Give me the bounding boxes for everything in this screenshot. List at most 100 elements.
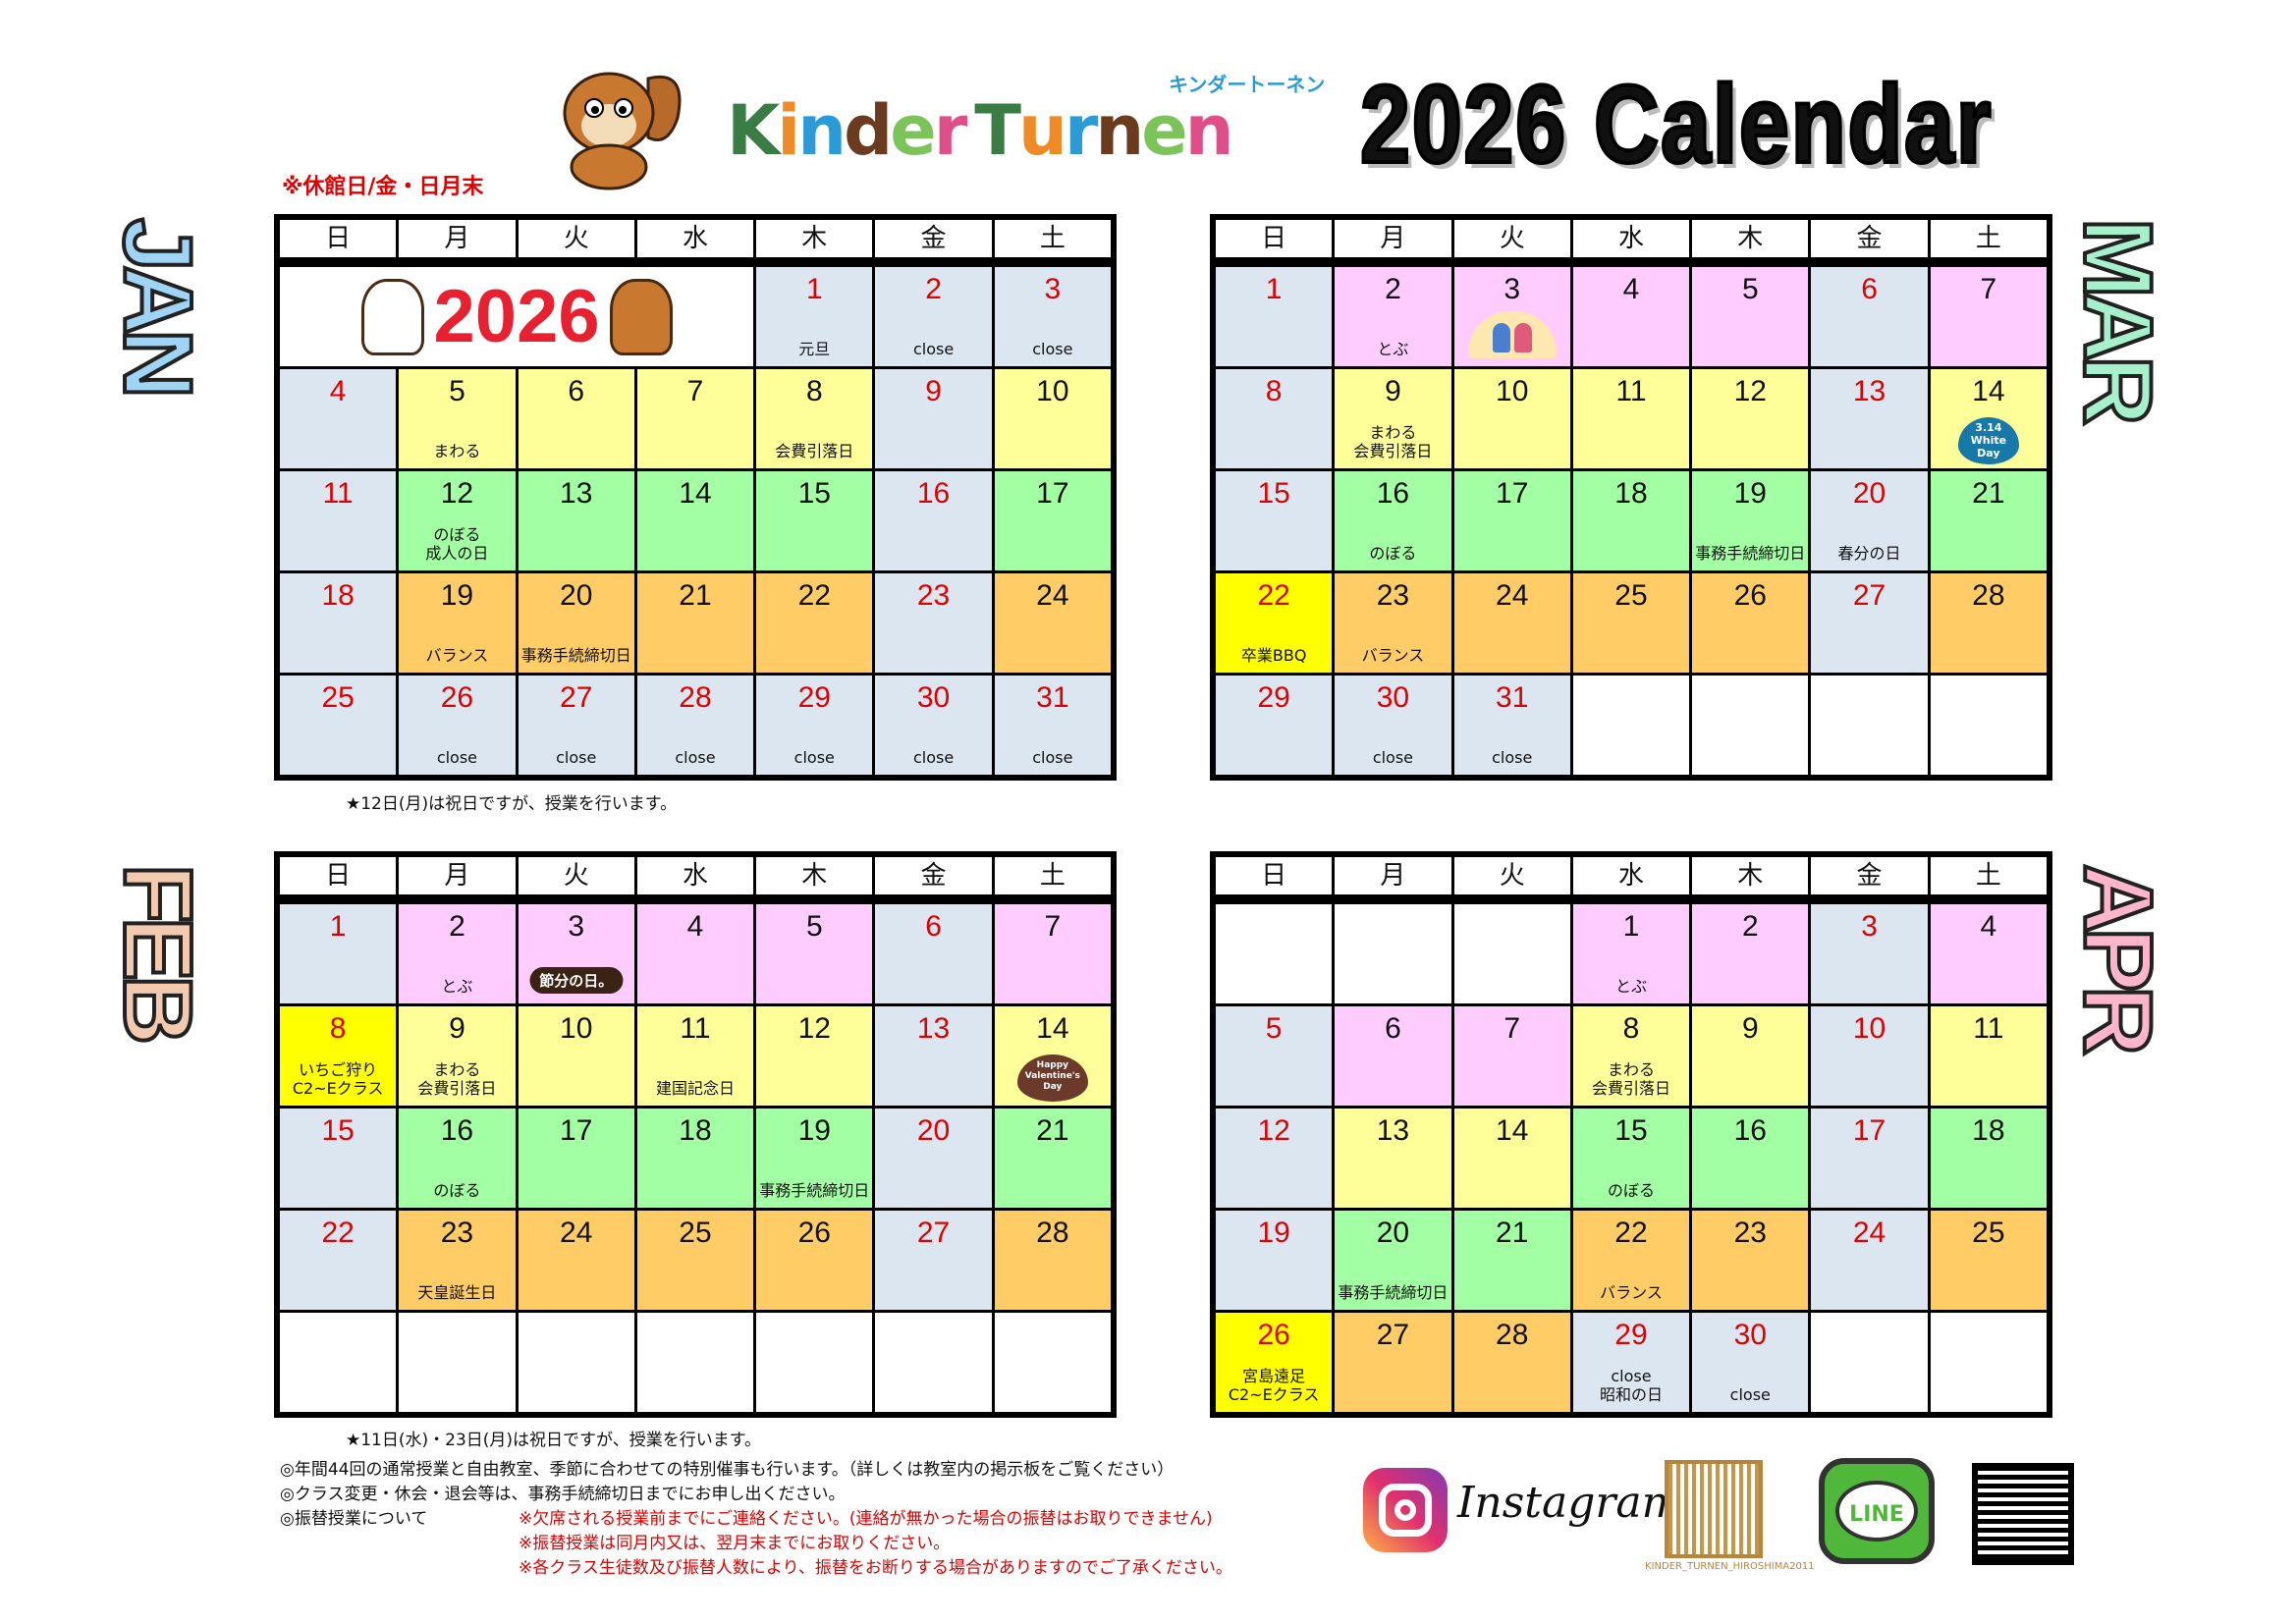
val-badge: Happy Valentine's Day (1016, 1055, 1088, 1102)
day-number: 10 (1036, 375, 1069, 407)
day-number: 9 (925, 375, 942, 407)
day-cell: 2 とぶ (1335, 267, 1451, 366)
day-note: 事務手続締切日 (520, 646, 631, 665)
day-note: とぶ (1614, 977, 1647, 996)
day-number: 4 (329, 375, 347, 407)
empty-cell (1930, 1313, 2047, 1412)
day-number: 6 (1385, 1012, 1401, 1045)
day-cell: 23 (1692, 1211, 1809, 1310)
notes: ◎年間44回の通常授業と自由教室、季節に合わせての特別催事も行います。（詳しくは… (280, 1458, 1232, 1581)
day-number: 26 (1257, 1319, 1290, 1351)
day-cell: 20 (875, 1109, 992, 1208)
day-cell: 11 (280, 471, 397, 570)
day-notes: close (995, 340, 1111, 358)
weekday-label: 金 (875, 220, 992, 257)
day-cell: 12 (1216, 1109, 1333, 1208)
day-number: 6 (1861, 273, 1878, 305)
weekday-label: 月 (1335, 857, 1451, 894)
day-notes: まわる (399, 442, 515, 460)
day-cell: 14 3.14 White Day (1930, 369, 2047, 468)
instagram-label[interactable]: Instagram (1457, 1478, 1683, 1528)
weekday-label: 土 (994, 220, 1111, 257)
logo-letter: n (1095, 90, 1144, 171)
day-notes: とぶ (1573, 977, 1689, 996)
day-note: close (1492, 748, 1533, 767)
day-notes: まわる 会費引落日 (399, 1060, 515, 1098)
day-note: close (1372, 748, 1414, 767)
day-notes: 宮島遠足 C2~Eクラス (1216, 1367, 1332, 1404)
day-cell: 22 卒業BBQ (1216, 573, 1333, 673)
weekday-label: 水 (1572, 220, 1690, 257)
day-notes: close 昭和の日 (1573, 1367, 1689, 1404)
day-note: 春分の日 (1837, 544, 1901, 563)
instagram-handle: KINDER_TURNEN_HIROSHIMA2011 (1645, 1561, 1815, 1572)
day-cell: 28 (1930, 573, 2047, 673)
day-number: 18 (679, 1114, 712, 1147)
day-note: のぼる (433, 525, 481, 544)
day-cell: 25 (636, 1211, 754, 1310)
logo-letter: n (1184, 90, 1234, 171)
day-number: 27 (1376, 1319, 1410, 1351)
day-notes: バランス (1573, 1283, 1689, 1302)
instagram-icon[interactable] (1363, 1468, 1448, 1552)
day-number: 12 (797, 1012, 831, 1045)
day-number: 14 (679, 477, 712, 510)
day-note: のぼる (433, 1181, 481, 1200)
day-note: 建国記念日 (655, 1079, 735, 1098)
day-cell: 19 バランス (399, 573, 516, 673)
empty-cell (756, 1313, 873, 1412)
day-cell: 10 (1453, 369, 1570, 468)
day-number: 29 (1257, 681, 1290, 714)
day-number: 8 (805, 375, 823, 407)
day-number: 2 (925, 273, 942, 305)
day-number: 1 (329, 910, 347, 943)
day-cell: 22 (280, 1211, 397, 1310)
day-number: 27 (1852, 579, 1886, 612)
logo-letter: d (844, 90, 893, 171)
day-number: 8 (1622, 1012, 1640, 1045)
day-number: 7 (1980, 273, 1997, 305)
day-cell: 18 (636, 1109, 754, 1208)
day-cell: 9 (1692, 1006, 1809, 1106)
line-icon[interactable]: LINE (1819, 1458, 1935, 1564)
day-notes: 建国記念日 (637, 1079, 753, 1098)
day-notes: close (875, 748, 991, 767)
day-notes: close (1335, 748, 1450, 767)
day-number: 18 (1972, 1114, 2005, 1147)
day-number: 17 (1852, 1114, 1886, 1147)
day-number: 10 (1852, 1012, 1886, 1045)
day-cell: 30 close (1692, 1313, 1809, 1412)
day-number: 13 (1376, 1114, 1410, 1147)
day-number: 28 (1036, 1217, 1069, 1249)
day-cell: 1 元旦 (756, 267, 873, 366)
day-cell: 21 (636, 573, 754, 673)
day-notes: とぶ (1335, 340, 1450, 358)
day-note: まわる (433, 1060, 481, 1079)
day-number: 30 (916, 681, 951, 714)
day-number: 12 (440, 477, 474, 510)
calendar-jan: 日月火水木金土 2026 1 元旦 2 close 3 close 4 5 まわる 6 7 8 会費引落日 9… (274, 214, 1117, 781)
day-cell: 17 (1811, 1109, 1928, 1208)
day-number: 15 (1257, 477, 1290, 510)
day-cell: 9 (875, 369, 992, 468)
day-number: 1 (1265, 273, 1283, 305)
day-cell: 12 のぼる 成人の日 (399, 471, 516, 570)
day-notes: のぼる (1573, 1181, 1689, 1200)
day-number: 23 (1733, 1217, 1767, 1249)
day-cell: 3 (1453, 267, 1570, 366)
day-note: 事務手続締切日 (1338, 1283, 1449, 1302)
day-cell: 12 (756, 1006, 873, 1106)
day-number: 31 (1036, 681, 1069, 714)
month-label-apr: APR (2062, 862, 2174, 1052)
day-cell: 30 close (1335, 676, 1451, 775)
day-cell: 7 (1930, 267, 2047, 366)
day-cell: 18 (280, 573, 397, 673)
day-number: 9 (1385, 375, 1401, 407)
day-number: 3 (568, 910, 585, 943)
day-cell: 23 天皇誕生日 (399, 1211, 516, 1310)
logo-letter: e (1141, 90, 1188, 171)
day-number: 23 (1376, 579, 1410, 612)
white-badge: 3.14 White Day (1957, 417, 2019, 464)
day-number: 8 (329, 1012, 347, 1045)
day-number: 27 (916, 1217, 951, 1249)
